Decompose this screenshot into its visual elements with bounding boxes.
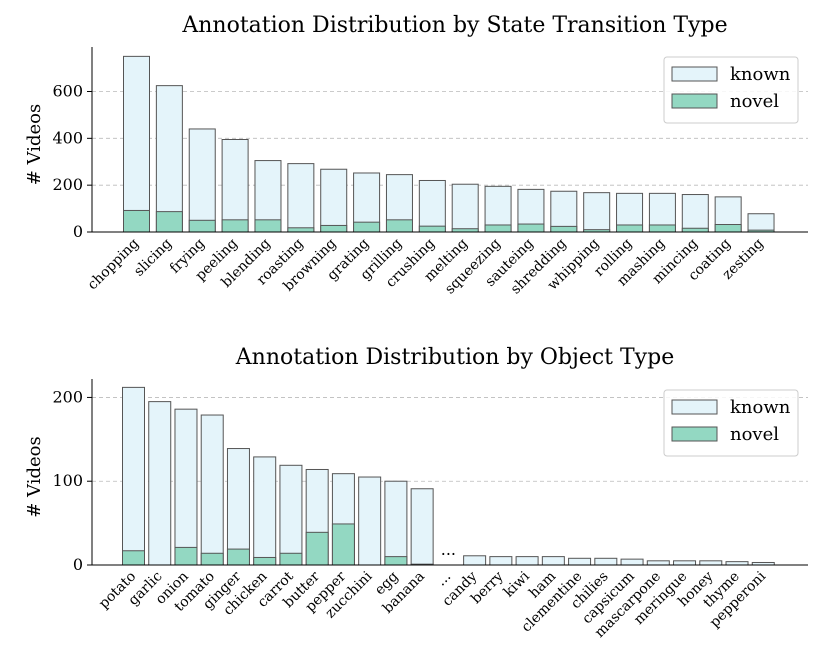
- bar-novel-browning: [320, 224, 348, 233]
- bar-known-meringue: [673, 560, 697, 566]
- bar-novel-potato: [122, 550, 145, 566]
- bar-novel-roasting: [287, 227, 315, 233]
- bar-known-berry: [489, 556, 513, 566]
- y-tick-label: 400: [52, 128, 83, 147]
- bar-known-candy: [463, 555, 487, 566]
- chart-title: Annotation Distribution by State Transit…: [181, 13, 727, 38]
- y-tick-label: 0: [73, 555, 83, 574]
- bar-known-egg: [384, 480, 408, 566]
- bar-known-whipping: [583, 192, 611, 233]
- y-axis-label: # Videos: [24, 436, 45, 518]
- bar-novel-coating: [714, 224, 742, 233]
- bar-novel-chopping: [123, 209, 150, 233]
- legend-swatch-novel: [671, 93, 718, 109]
- bar-known-zucchini: [358, 476, 382, 566]
- bar-known-mincing: [681, 194, 709, 233]
- legend-label-known: known: [730, 397, 791, 418]
- bar-known-shredding: [550, 190, 578, 233]
- chart-title: Annotation Distribution by Object Type: [235, 345, 674, 370]
- y-tick-label: 200: [52, 175, 83, 194]
- bar-novel-tomato: [200, 552, 224, 566]
- bar-novel-shredding: [550, 225, 578, 233]
- bar-known-tomato: [200, 414, 224, 566]
- bar-known-browning: [320, 168, 348, 233]
- bar-known-peeling: [221, 139, 249, 233]
- bar-known-mascarpone: [646, 560, 670, 566]
- bar-novel-butter: [305, 531, 329, 566]
- chart-panel-1: Annotation Distribution by State Transit…: [24, 13, 808, 297]
- bar-known-onion: [174, 408, 198, 566]
- bar-novel-squeezing: [484, 224, 512, 233]
- legend-label-known: known: [730, 64, 791, 85]
- bar-known-slicing: [155, 85, 183, 233]
- y-tick-label: 200: [52, 387, 83, 406]
- y-axis-label: # Videos: [24, 104, 45, 186]
- bar-novel-mashing: [648, 224, 676, 233]
- bar-known-zesting: [747, 213, 775, 233]
- y-tick-label: 600: [52, 81, 83, 100]
- bar-known-chicken: [253, 456, 277, 566]
- bar-novel-ginger: [226, 548, 250, 566]
- bar-novel-chicken: [253, 556, 277, 566]
- bar-known-roasting: [287, 163, 315, 233]
- break-ellipsis: ...: [441, 540, 456, 559]
- bar-novel-peeling: [221, 219, 249, 233]
- bar-novel-frying: [188, 219, 216, 233]
- bar-novel-crushing: [418, 225, 446, 233]
- legend-label-novel: novel: [730, 91, 779, 112]
- bar-novel-slicing: [155, 211, 183, 233]
- bar-novel-grating: [353, 221, 381, 233]
- bar-novel-onion: [174, 546, 198, 566]
- y-tick-label: 0: [73, 222, 83, 241]
- bar-novel-carrot: [279, 552, 303, 566]
- bar-known-chopping: [123, 55, 150, 233]
- bar-known-melting: [451, 183, 479, 233]
- bar-novel-pepper: [331, 523, 355, 566]
- bar-known-honey: [699, 560, 723, 566]
- bar-known-chilies: [594, 557, 618, 566]
- legend-swatch-novel: [671, 426, 718, 442]
- bar-known-kiwi: [515, 556, 539, 566]
- bar-known-ham: [541, 556, 565, 566]
- bar-known-ginger: [226, 448, 250, 566]
- bar-novel-grilling: [385, 219, 413, 233]
- bar-novel-mincing: [681, 227, 709, 233]
- bar-known-frying: [188, 128, 216, 233]
- bar-novel-sauteing: [517, 223, 545, 233]
- chart-panel-2: Annotation Distribution by Object Typepo…: [24, 345, 808, 641]
- legend-swatch-known: [671, 399, 718, 415]
- legend-swatch-known: [671, 66, 718, 82]
- x-tick-label: slicing: [131, 235, 175, 279]
- bar-known-clementine: [568, 557, 592, 566]
- bar-novel-egg: [384, 556, 408, 566]
- x-tick-label: kiwi: [501, 568, 533, 600]
- y-tick-label: 100: [52, 471, 83, 490]
- bar-known-garlic: [148, 401, 172, 566]
- legend-label-novel: novel: [730, 424, 779, 445]
- bar-known-banana: [410, 488, 434, 566]
- bar-known-capsicum: [620, 558, 644, 566]
- bar-known-carrot: [279, 464, 303, 566]
- bar-novel-rolling: [616, 224, 644, 233]
- bar-known-thyme: [725, 561, 749, 566]
- bar-novel-blending: [254, 219, 282, 233]
- bar-known-crushing: [418, 179, 446, 233]
- bar-known-potato: [122, 386, 145, 566]
- bar-known-squeezing: [484, 185, 512, 233]
